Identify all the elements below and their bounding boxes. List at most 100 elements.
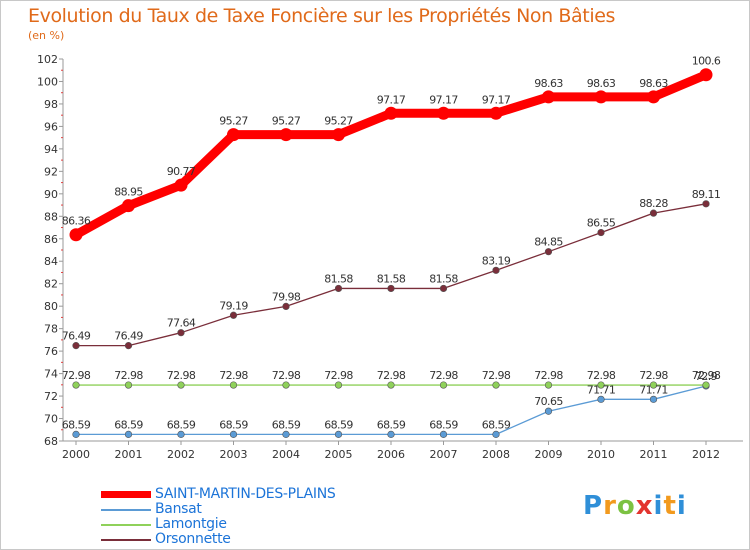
data-point [702,200,710,208]
data-label: 84.85 [534,236,563,249]
y-tick-label: 96 [44,120,58,133]
x-tick-label: 2008 [482,448,510,461]
y-tick-label: 76 [44,345,58,358]
data-point [492,381,500,389]
data-label: 83.19 [482,254,511,267]
data-label: 68.59 [219,418,248,431]
y-tick-label: 72 [44,390,58,403]
data-label: 98.63 [534,77,563,90]
data-point [177,430,185,438]
chart-title: Evolution du Taux de Taxe Foncière sur l… [28,5,616,27]
x-tick-label: 2010 [587,448,615,461]
legend-swatch [101,539,151,541]
data-label: 71.71 [587,383,616,396]
y-tick-label: 88 [44,210,58,223]
data-label: 81.58 [324,272,353,285]
data-label: 98.63 [587,77,616,90]
x-tick-label: 2003 [220,448,248,461]
data-point [229,430,238,438]
y-tick-label: 80 [44,300,58,313]
data-point [124,381,133,389]
data-label: 72.98 [167,369,196,382]
data-point [122,199,135,213]
data-point [489,106,503,120]
x-tick-label: 2004 [272,448,300,461]
data-point [387,284,395,293]
data-label: 95.27 [324,115,353,128]
data-point [124,342,133,350]
data-label: 72.98 [114,369,143,382]
data-label: 72.98 [324,369,353,382]
x-tick-label: 2005 [325,448,353,461]
data-label: 89.11 [692,188,721,201]
unit-label: (en %) [28,29,65,42]
data-label: 76.49 [114,330,143,343]
data-label: 72.98 [272,369,301,382]
proxiti-logo: Proxiti [583,491,687,521]
data-label: 72.98 [534,369,563,382]
legend-label: Lamontgie [155,516,227,532]
data-label: 79.98 [272,290,301,303]
data-point [594,90,608,104]
data-point [439,430,448,438]
data-point [544,248,553,256]
legend-swatch [101,524,151,526]
x-tick-label: 2009 [535,448,563,461]
data-label: 70.65 [534,395,563,408]
data-point [702,381,710,389]
data-point [649,209,658,217]
data-point [72,430,80,438]
legend-swatch [101,491,151,498]
y-tick-label: 78 [44,323,58,336]
data-point [72,342,80,350]
data-point [229,311,238,319]
y-tick-label: 102 [37,53,58,66]
data-point [124,430,133,438]
data-label: 97.17 [429,93,458,106]
data-point [334,284,343,293]
legend-label: Orsonnette [155,531,231,547]
data-point [334,381,343,389]
y-tick-label: 82 [44,278,58,291]
y-tick-label: 70 [44,413,58,426]
data-point [492,266,500,274]
x-tick-label: 2011 [640,448,668,461]
data-point [542,90,555,104]
data-point [649,395,658,403]
legend-swatch [101,509,151,511]
data-point [387,381,395,389]
data-point [69,228,83,242]
data-label: 88.28 [639,197,668,210]
data-label: 72.98 [377,369,406,382]
data-point [597,228,605,237]
data-point [282,302,290,311]
plot-area [63,59,743,441]
data-point [177,381,185,389]
data-point [332,128,345,142]
data-point [437,106,450,120]
data-point [282,430,290,438]
data-label: 97.17 [482,93,511,106]
data-point [439,284,448,293]
y-tick-label: 68 [44,435,58,448]
data-label: 100.6 [692,55,721,68]
data-label: 68.59 [429,418,458,431]
data-label: 72.98 [482,369,511,382]
data-label: 72.98 [587,369,616,382]
data-point [439,381,448,389]
data-label: 98.63 [639,77,668,90]
x-tick-label: 2000 [62,448,90,461]
data-label: 68.59 [272,418,301,431]
data-point [279,128,293,142]
data-point [174,178,188,192]
data-point [544,407,553,415]
data-label: 71.71 [639,383,668,396]
data-label: 95.27 [272,115,301,128]
data-label: 77.64 [167,317,196,330]
data-point [384,106,398,120]
data-point [647,90,660,104]
y-tick-label: 74 [44,368,58,381]
data-label: 68.59 [114,418,143,431]
